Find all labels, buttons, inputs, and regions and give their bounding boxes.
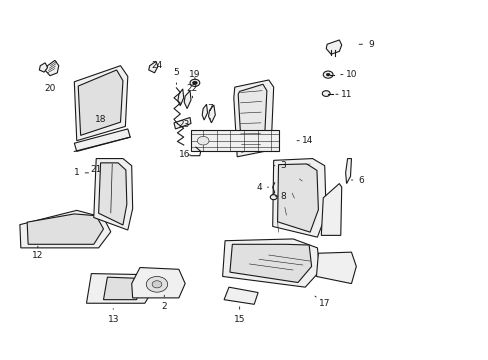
Text: 23: 23 — [178, 120, 189, 129]
Polygon shape — [208, 105, 215, 123]
Polygon shape — [222, 239, 319, 287]
Text: 15: 15 — [233, 307, 245, 324]
Polygon shape — [277, 164, 318, 232]
Polygon shape — [39, 63, 47, 72]
Polygon shape — [178, 89, 183, 106]
Text: 5: 5 — [173, 68, 179, 84]
Text: 24: 24 — [151, 61, 163, 70]
Polygon shape — [99, 163, 126, 225]
Text: 11: 11 — [335, 90, 352, 99]
Polygon shape — [325, 40, 341, 54]
Text: 9: 9 — [358, 40, 373, 49]
Circle shape — [270, 195, 277, 200]
Polygon shape — [94, 158, 132, 230]
Polygon shape — [74, 66, 127, 141]
Text: 8: 8 — [275, 192, 285, 201]
Text: 18: 18 — [95, 115, 106, 124]
Text: 19: 19 — [189, 70, 200, 79]
Text: 3: 3 — [273, 161, 285, 170]
Polygon shape — [191, 130, 278, 152]
Text: 17: 17 — [314, 296, 330, 308]
Circle shape — [325, 73, 329, 76]
Polygon shape — [224, 287, 258, 304]
Polygon shape — [74, 129, 130, 152]
Text: 7: 7 — [207, 104, 213, 119]
Circle shape — [146, 276, 167, 292]
Polygon shape — [321, 184, 341, 235]
Circle shape — [323, 71, 332, 78]
Text: 4: 4 — [256, 183, 268, 192]
Polygon shape — [45, 60, 59, 76]
Text: 6: 6 — [351, 176, 364, 185]
Polygon shape — [316, 252, 356, 284]
Circle shape — [152, 281, 162, 288]
Text: 16: 16 — [179, 150, 190, 159]
Text: 12: 12 — [32, 246, 43, 260]
Polygon shape — [148, 62, 158, 73]
Polygon shape — [202, 104, 207, 120]
Polygon shape — [20, 210, 111, 248]
Text: 20: 20 — [44, 84, 56, 93]
Text: 1: 1 — [74, 168, 88, 177]
Polygon shape — [345, 158, 351, 184]
Circle shape — [322, 91, 329, 96]
Polygon shape — [184, 91, 191, 109]
Polygon shape — [229, 244, 311, 283]
Polygon shape — [78, 70, 122, 135]
Polygon shape — [233, 80, 273, 157]
Circle shape — [197, 136, 208, 145]
Text: 10: 10 — [340, 70, 357, 79]
Circle shape — [190, 79, 200, 86]
Circle shape — [192, 81, 197, 85]
Polygon shape — [131, 267, 185, 298]
Text: 2: 2 — [161, 295, 167, 311]
Polygon shape — [238, 84, 266, 152]
Polygon shape — [27, 214, 103, 244]
Text: 22: 22 — [186, 84, 198, 98]
Polygon shape — [174, 117, 191, 129]
Text: 14: 14 — [296, 136, 313, 145]
Text: 21: 21 — [90, 165, 102, 174]
Polygon shape — [103, 277, 141, 300]
Polygon shape — [272, 158, 325, 237]
Text: 13: 13 — [107, 309, 119, 324]
Polygon shape — [86, 274, 154, 303]
